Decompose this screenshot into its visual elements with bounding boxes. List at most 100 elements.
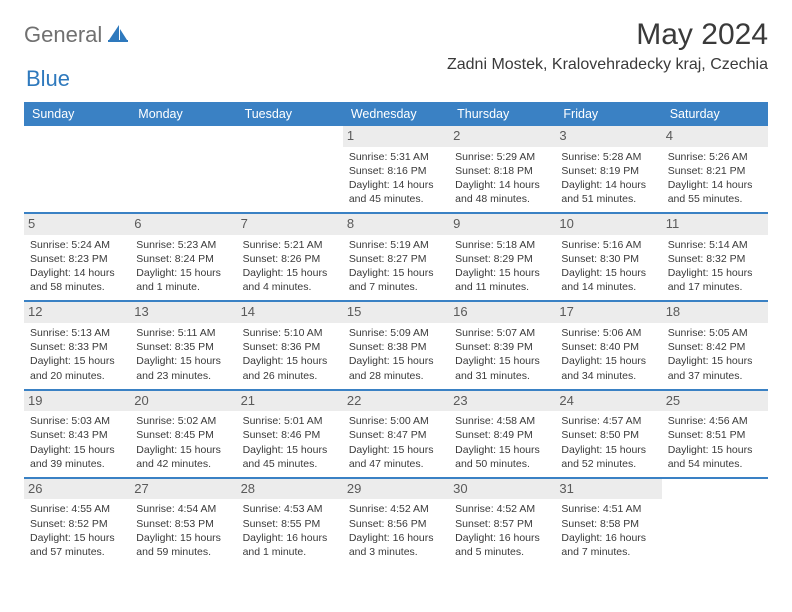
- sunrise-text: Sunrise: 5:26 AM: [668, 150, 762, 164]
- sunrise-text: Sunrise: 4:51 AM: [561, 502, 655, 516]
- day-number: 9: [449, 214, 555, 235]
- day-number: 14: [237, 302, 343, 323]
- calendar-cell: 24Sunrise: 4:57 AMSunset: 8:50 PMDayligh…: [555, 391, 661, 477]
- calendar-cell: 30Sunrise: 4:52 AMSunset: 8:57 PMDayligh…: [449, 479, 555, 565]
- day-number: 1: [343, 126, 449, 147]
- calendar-cell: 23Sunrise: 4:58 AMSunset: 8:49 PMDayligh…: [449, 391, 555, 477]
- daylight-text: Daylight: 14 hours and 55 minutes.: [668, 178, 762, 206]
- daylight-text: Daylight: 16 hours and 5 minutes.: [455, 531, 549, 559]
- calendar-cell: [237, 126, 343, 212]
- calendar-week: 5Sunrise: 5:24 AMSunset: 8:23 PMDaylight…: [24, 214, 768, 302]
- daylight-text: Daylight: 15 hours and 31 minutes.: [455, 354, 549, 382]
- sunset-text: Sunset: 8:45 PM: [136, 428, 230, 442]
- day-number: 29: [343, 479, 449, 500]
- calendar-cell: 9Sunrise: 5:18 AMSunset: 8:29 PMDaylight…: [449, 214, 555, 300]
- daylight-text: Daylight: 15 hours and 47 minutes.: [349, 443, 443, 471]
- day-number: 10: [555, 214, 661, 235]
- day-number: 23: [449, 391, 555, 412]
- sunrise-text: Sunrise: 5:28 AM: [561, 150, 655, 164]
- daylight-text: Daylight: 14 hours and 48 minutes.: [455, 178, 549, 206]
- sunset-text: Sunset: 8:49 PM: [455, 428, 549, 442]
- sunset-text: Sunset: 8:18 PM: [455, 164, 549, 178]
- day-header: Saturday: [662, 102, 768, 126]
- calendar-week: 12Sunrise: 5:13 AMSunset: 8:33 PMDayligh…: [24, 302, 768, 390]
- sunrise-text: Sunrise: 5:16 AM: [561, 238, 655, 252]
- daylight-text: Daylight: 15 hours and 45 minutes.: [243, 443, 337, 471]
- calendar-cell: [24, 126, 130, 212]
- sunrise-text: Sunrise: 5:05 AM: [668, 326, 762, 340]
- calendar-cell: 15Sunrise: 5:09 AMSunset: 8:38 PMDayligh…: [343, 302, 449, 388]
- day-number: 8: [343, 214, 449, 235]
- day-number: 20: [130, 391, 236, 412]
- calendar-cell: 22Sunrise: 5:00 AMSunset: 8:47 PMDayligh…: [343, 391, 449, 477]
- sunrise-text: Sunrise: 5:07 AM: [455, 326, 549, 340]
- calendar-cell: 29Sunrise: 4:52 AMSunset: 8:56 PMDayligh…: [343, 479, 449, 565]
- sunset-text: Sunset: 8:57 PM: [455, 517, 549, 531]
- sunrise-text: Sunrise: 5:11 AM: [136, 326, 230, 340]
- sunrise-text: Sunrise: 5:03 AM: [30, 414, 124, 428]
- calendar-cell: [662, 479, 768, 565]
- sunrise-text: Sunrise: 5:14 AM: [668, 238, 762, 252]
- sunrise-text: Sunrise: 5:31 AM: [349, 150, 443, 164]
- calendar-cell: 7Sunrise: 5:21 AMSunset: 8:26 PMDaylight…: [237, 214, 343, 300]
- sunset-text: Sunset: 8:42 PM: [668, 340, 762, 354]
- sunrise-text: Sunrise: 5:21 AM: [243, 238, 337, 252]
- day-number: 12: [24, 302, 130, 323]
- sunset-text: Sunset: 8:24 PM: [136, 252, 230, 266]
- daylight-text: Daylight: 15 hours and 17 minutes.: [668, 266, 762, 294]
- daylight-text: Daylight: 14 hours and 58 minutes.: [30, 266, 124, 294]
- sunrise-text: Sunrise: 5:02 AM: [136, 414, 230, 428]
- location-subtitle: Zadni Mostek, Kralovehradecky kraj, Czec…: [447, 56, 768, 74]
- calendar-week: 1Sunrise: 5:31 AMSunset: 8:16 PMDaylight…: [24, 126, 768, 214]
- day-header: Tuesday: [237, 102, 343, 126]
- sunset-text: Sunset: 8:43 PM: [30, 428, 124, 442]
- daylight-text: Daylight: 15 hours and 34 minutes.: [561, 354, 655, 382]
- sunrise-text: Sunrise: 5:24 AM: [30, 238, 124, 252]
- day-headers-row: SundayMondayTuesdayWednesdayThursdayFrid…: [24, 102, 768, 126]
- calendar-cell: 5Sunrise: 5:24 AMSunset: 8:23 PMDaylight…: [24, 214, 130, 300]
- day-number: 26: [24, 479, 130, 500]
- day-number: 7: [237, 214, 343, 235]
- sunset-text: Sunset: 8:19 PM: [561, 164, 655, 178]
- sunrise-text: Sunrise: 5:13 AM: [30, 326, 124, 340]
- day-number: 13: [130, 302, 236, 323]
- calendar-cell: 21Sunrise: 5:01 AMSunset: 8:46 PMDayligh…: [237, 391, 343, 477]
- day-number: 22: [343, 391, 449, 412]
- day-header: Wednesday: [343, 102, 449, 126]
- daylight-text: Daylight: 14 hours and 45 minutes.: [349, 178, 443, 206]
- calendar-cell: 6Sunrise: 5:23 AMSunset: 8:24 PMDaylight…: [130, 214, 236, 300]
- daylight-text: Daylight: 15 hours and 54 minutes.: [668, 443, 762, 471]
- brand-text-blue: Blue: [26, 66, 70, 92]
- daylight-text: Daylight: 15 hours and 37 minutes.: [668, 354, 762, 382]
- brand-text-gray: General: [24, 22, 102, 48]
- sunrise-text: Sunrise: 5:01 AM: [243, 414, 337, 428]
- day-number: 11: [662, 214, 768, 235]
- daylight-text: Daylight: 15 hours and 7 minutes.: [349, 266, 443, 294]
- sunrise-text: Sunrise: 4:57 AM: [561, 414, 655, 428]
- month-title: May 2024: [447, 18, 768, 52]
- sunset-text: Sunset: 8:27 PM: [349, 252, 443, 266]
- sunrise-text: Sunrise: 5:23 AM: [136, 238, 230, 252]
- calendar-cell: 27Sunrise: 4:54 AMSunset: 8:53 PMDayligh…: [130, 479, 236, 565]
- sunset-text: Sunset: 8:46 PM: [243, 428, 337, 442]
- calendar-cell: 14Sunrise: 5:10 AMSunset: 8:36 PMDayligh…: [237, 302, 343, 388]
- sunset-text: Sunset: 8:16 PM: [349, 164, 443, 178]
- daylight-text: Daylight: 15 hours and 20 minutes.: [30, 354, 124, 382]
- sunset-text: Sunset: 8:26 PM: [243, 252, 337, 266]
- calendar-grid: SundayMondayTuesdayWednesdayThursdayFrid…: [24, 102, 768, 565]
- sunset-text: Sunset: 8:58 PM: [561, 517, 655, 531]
- sunset-text: Sunset: 8:38 PM: [349, 340, 443, 354]
- daylight-text: Daylight: 15 hours and 14 minutes.: [561, 266, 655, 294]
- calendar-week: 19Sunrise: 5:03 AMSunset: 8:43 PMDayligh…: [24, 391, 768, 479]
- daylight-text: Daylight: 15 hours and 39 minutes.: [30, 443, 124, 471]
- sunset-text: Sunset: 8:36 PM: [243, 340, 337, 354]
- calendar-cell: 3Sunrise: 5:28 AMSunset: 8:19 PMDaylight…: [555, 126, 661, 212]
- sunset-text: Sunset: 8:55 PM: [243, 517, 337, 531]
- calendar-cell: 17Sunrise: 5:06 AMSunset: 8:40 PMDayligh…: [555, 302, 661, 388]
- day-header: Thursday: [449, 102, 555, 126]
- calendar-cell: 18Sunrise: 5:05 AMSunset: 8:42 PMDayligh…: [662, 302, 768, 388]
- calendar-cell: 26Sunrise: 4:55 AMSunset: 8:52 PMDayligh…: [24, 479, 130, 565]
- sunset-text: Sunset: 8:21 PM: [668, 164, 762, 178]
- daylight-text: Daylight: 16 hours and 3 minutes.: [349, 531, 443, 559]
- daylight-text: Daylight: 15 hours and 59 minutes.: [136, 531, 230, 559]
